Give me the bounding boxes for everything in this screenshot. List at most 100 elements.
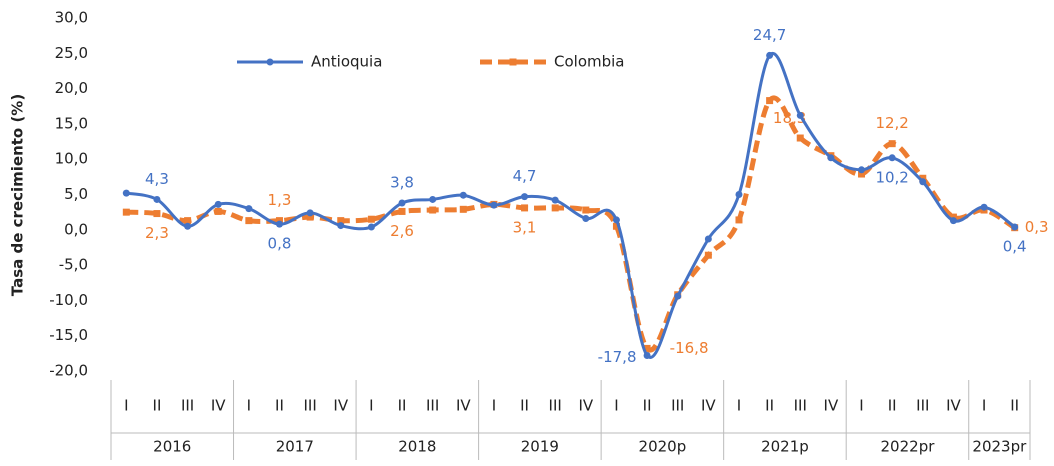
point [153, 195, 161, 203]
data-label: 24,7 [753, 26, 786, 44]
point [980, 203, 988, 211]
x-tick-label: III [426, 397, 439, 415]
point [551, 196, 559, 204]
x-tick-label: II [1010, 397, 1019, 415]
y-axis-title: Tasa de crecimiento (%) [9, 94, 27, 296]
x-tick-label: IV [456, 397, 471, 415]
point [184, 222, 192, 230]
y-tick-label: 20,0 [55, 79, 88, 97]
point [704, 235, 712, 243]
data-label: 12,2 [875, 114, 908, 132]
point [612, 216, 620, 224]
point [643, 351, 651, 359]
point [643, 344, 651, 352]
point [888, 154, 896, 162]
point [735, 191, 743, 198]
x-tick-label: III [916, 397, 929, 415]
line-0 [126, 51, 1016, 359]
data-label: 2,6 [390, 222, 414, 240]
data-label: 4,7 [513, 167, 537, 185]
point [858, 170, 866, 178]
x-group-label: 2017 [276, 438, 314, 456]
x-tick-label: II [643, 397, 652, 415]
x-tick-label: III [549, 397, 562, 415]
point [367, 223, 375, 231]
point [827, 154, 835, 162]
x-tick-label: IV [824, 397, 839, 415]
y-tick-label: 15,0 [55, 114, 88, 132]
point [337, 222, 345, 230]
legend-marker [266, 58, 274, 66]
x-group-label: 2022pr [881, 438, 936, 456]
point [551, 204, 559, 212]
point [949, 213, 957, 221]
y-tick-label: -15,0 [49, 326, 88, 344]
point [735, 216, 743, 224]
point [766, 51, 774, 59]
data-label: 2,3 [145, 224, 169, 242]
data-label: 10,2 [875, 168, 908, 186]
x-tick-label: IV [578, 397, 593, 415]
x-tick-label: I [492, 397, 496, 415]
point [521, 204, 529, 212]
x-tick-label: III [671, 397, 684, 415]
point [612, 222, 620, 230]
x-tick-label: II [888, 397, 897, 415]
y-tick-label: 0,0 [64, 220, 88, 238]
point [1011, 223, 1019, 231]
x-group-label: 2023pr [972, 438, 1027, 456]
x-tick-label: IV [211, 397, 226, 415]
y-tick-label: -5,0 [59, 256, 88, 274]
point [275, 217, 283, 225]
point [459, 205, 467, 213]
legend-label: Colombia [554, 53, 625, 71]
data-label: 1,3 [268, 191, 292, 209]
point [490, 201, 498, 209]
y-tick-label: 25,0 [55, 44, 88, 62]
x-tick-label: III [181, 397, 194, 415]
x-tick-label: I [982, 397, 986, 415]
legend-label: Antioquia [311, 53, 382, 71]
y-tick-label: 10,0 [55, 150, 88, 168]
point [521, 193, 529, 201]
point [796, 111, 804, 119]
point [184, 217, 192, 225]
x-group-label: 2020p [639, 438, 687, 456]
data-label: 0,4 [1003, 237, 1027, 255]
data-label: 4,3 [145, 170, 169, 188]
x-tick-label: II [153, 397, 162, 415]
point [214, 200, 222, 208]
y-tick-label: -10,0 [49, 291, 88, 309]
point [459, 191, 467, 199]
x-tick-label: I [737, 397, 741, 415]
point [245, 217, 253, 225]
data-label: 3,1 [513, 218, 537, 236]
x-group-label: 2016 [153, 438, 191, 456]
point [582, 215, 590, 223]
point [429, 195, 437, 203]
point [337, 217, 345, 225]
x-tick-label: II [275, 397, 284, 415]
x-tick-label: I [614, 397, 618, 415]
x-tick-label: II [520, 397, 529, 415]
point [858, 166, 866, 174]
point [398, 207, 406, 215]
legend-marker [509, 58, 517, 66]
x-tick-label: II [398, 397, 407, 415]
x-tick-label: IV [946, 397, 961, 415]
point [245, 205, 253, 213]
x-group-label: 2018 [398, 438, 436, 456]
x-tick-label: I [247, 397, 251, 415]
point [949, 217, 957, 225]
point [888, 140, 896, 148]
point [306, 213, 314, 221]
x-group-label: 2019 [521, 438, 559, 456]
y-tick-label: -20,0 [49, 362, 88, 380]
point [704, 251, 712, 259]
point [674, 292, 682, 300]
x-tick-label: I [124, 397, 128, 415]
point [919, 174, 927, 182]
point [919, 178, 927, 186]
point [122, 189, 130, 197]
